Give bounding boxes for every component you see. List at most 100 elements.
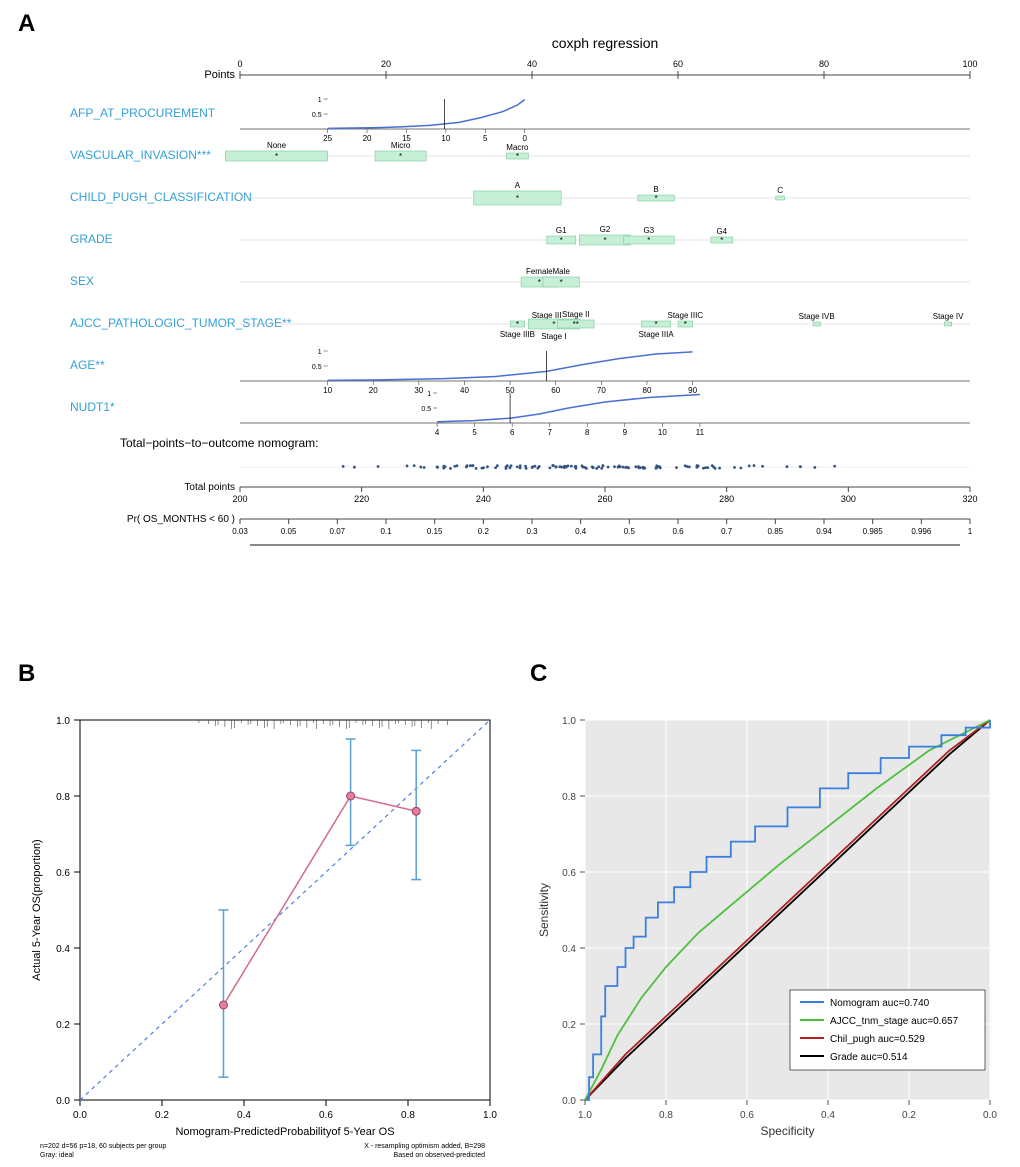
svg-text:AJCC_tnm_stage auc=0.657: AJCC_tnm_stage auc=0.657: [830, 1016, 959, 1027]
svg-text:Stage IIIC: Stage IIIC: [668, 311, 704, 320]
svg-text:0.1: 0.1: [380, 527, 392, 536]
svg-text:0.5: 0.5: [312, 112, 322, 119]
svg-text:*: *: [516, 194, 519, 203]
svg-text:Specificity: Specificity: [760, 1124, 814, 1138]
svg-text:*: *: [275, 152, 278, 161]
svg-text:Stage IIIB: Stage IIIB: [500, 330, 535, 339]
svg-text:40: 40: [460, 386, 469, 395]
svg-text:5: 5: [472, 428, 477, 437]
svg-text:AJCC_PATHOLOGIC_TUMOR_STAGE**: AJCC_PATHOLOGIC_TUMOR_STAGE**: [70, 316, 292, 330]
svg-text:20: 20: [363, 134, 372, 143]
svg-text:0.0: 0.0: [56, 1096, 70, 1107]
svg-text:300: 300: [841, 494, 856, 504]
svg-text:0.2: 0.2: [478, 527, 490, 536]
svg-text:1: 1: [968, 527, 973, 536]
svg-text:*: *: [560, 236, 563, 245]
svg-text:80: 80: [819, 59, 829, 69]
svg-text:1.0: 1.0: [578, 1110, 592, 1121]
svg-text:280: 280: [719, 494, 734, 504]
svg-text:0.0: 0.0: [73, 1110, 87, 1121]
svg-text:G3: G3: [643, 226, 654, 235]
svg-text:Nomogram auc=0.740: Nomogram auc=0.740: [830, 998, 930, 1009]
svg-text:Macro: Macro: [506, 143, 529, 152]
svg-text:4: 4: [435, 428, 440, 437]
svg-text:0.4: 0.4: [237, 1110, 251, 1121]
svg-text:*: *: [655, 194, 658, 203]
svg-text:70: 70: [597, 386, 606, 395]
svg-text:Points: Points: [204, 69, 235, 81]
svg-text:GRADE: GRADE: [70, 232, 113, 246]
svg-text:0.8: 0.8: [401, 1110, 415, 1121]
svg-text:0.2: 0.2: [155, 1110, 169, 1121]
roc-chart: 1.00.80.60.40.20.00.00.20.40.60.81.0Spec…: [530, 700, 1010, 1160]
svg-text:0.5: 0.5: [312, 364, 322, 371]
panel-a-label: A: [18, 10, 35, 38]
svg-text:0: 0: [237, 59, 242, 69]
svg-text:Stage IV: Stage IV: [933, 312, 964, 321]
svg-text:*: *: [399, 152, 402, 161]
svg-text:30: 30: [414, 386, 423, 395]
svg-text:6: 6: [510, 428, 515, 437]
svg-text:Stage I: Stage I: [541, 332, 566, 341]
svg-text:VASCULAR_INVASION***: VASCULAR_INVASION***: [70, 148, 211, 162]
svg-text:1.0: 1.0: [56, 716, 70, 727]
svg-text:0.05: 0.05: [281, 527, 297, 536]
svg-text:1: 1: [427, 391, 431, 398]
svg-text:None: None: [267, 141, 287, 150]
svg-text:8: 8: [585, 428, 590, 437]
svg-text:0.996: 0.996: [911, 527, 932, 536]
svg-text:Nomogram-PredictedProbabilityo: Nomogram-PredictedProbabilityof 5-Year O…: [175, 1126, 394, 1138]
svg-text:Female: Female: [526, 267, 553, 276]
svg-text:*: *: [647, 236, 650, 245]
svg-text:0.4: 0.4: [575, 527, 587, 536]
svg-text:C: C: [777, 186, 783, 195]
svg-text:Pr( OS_MONTHS < 60 ): Pr( OS_MONTHS < 60 ): [127, 514, 235, 525]
svg-text:90: 90: [688, 386, 697, 395]
svg-text:coxph regression: coxph regression: [552, 35, 659, 51]
svg-text:Stage IIIA: Stage IIIA: [639, 330, 675, 339]
svg-text:1: 1: [318, 349, 322, 356]
svg-text:0.6: 0.6: [562, 868, 576, 879]
panel-c-label: C: [530, 660, 547, 688]
svg-text:1: 1: [318, 97, 322, 104]
svg-text:240: 240: [476, 494, 491, 504]
svg-text:0.94: 0.94: [816, 527, 832, 536]
svg-text:NUDT1*: NUDT1*: [70, 400, 115, 414]
svg-text:0.8: 0.8: [562, 792, 576, 803]
svg-text:*: *: [516, 320, 519, 329]
svg-text:0.6: 0.6: [672, 527, 684, 536]
svg-text:10: 10: [658, 428, 667, 437]
svg-text:0.2: 0.2: [562, 1020, 576, 1031]
svg-text:*: *: [603, 236, 606, 245]
svg-text:Male: Male: [553, 267, 571, 276]
svg-text:0.85: 0.85: [768, 527, 784, 536]
panel-b-label: B: [18, 660, 35, 688]
svg-text:1.0: 1.0: [483, 1110, 497, 1121]
svg-text:0.6: 0.6: [56, 868, 70, 879]
svg-text:SEX: SEX: [70, 274, 94, 288]
svg-text:0.985: 0.985: [863, 527, 884, 536]
svg-text:0.2: 0.2: [902, 1110, 916, 1121]
svg-text:1.0: 1.0: [562, 716, 576, 727]
svg-text:320: 320: [962, 494, 977, 504]
svg-text:n=202 d=56 p=18, 60 subjects p: n=202 d=56 p=18, 60 subjects per group: [40, 1143, 166, 1150]
svg-text:5: 5: [483, 134, 488, 143]
svg-text:10: 10: [323, 386, 332, 395]
svg-text:*: *: [720, 236, 723, 245]
svg-text:0.4: 0.4: [562, 944, 576, 955]
svg-text:9: 9: [623, 428, 628, 437]
svg-text:*: *: [655, 320, 658, 329]
svg-text:0.4: 0.4: [821, 1110, 835, 1121]
svg-text:Stage II: Stage II: [562, 310, 590, 319]
svg-text:G4: G4: [716, 227, 727, 236]
svg-text:0.3: 0.3: [526, 527, 538, 536]
svg-text:G1: G1: [556, 226, 567, 235]
svg-text:260: 260: [597, 494, 612, 504]
svg-text:Sensitivity: Sensitivity: [537, 883, 551, 937]
svg-text:*: *: [684, 320, 687, 329]
svg-text:*: *: [516, 152, 519, 161]
svg-text:0.7: 0.7: [721, 527, 733, 536]
svg-text:100: 100: [962, 59, 977, 69]
svg-text:0.03: 0.03: [232, 527, 248, 536]
svg-text:10: 10: [441, 134, 450, 143]
